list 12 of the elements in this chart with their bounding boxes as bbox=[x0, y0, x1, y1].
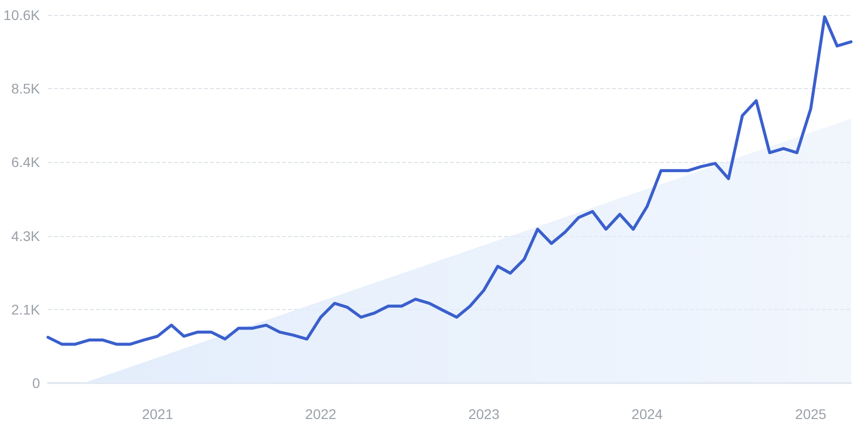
y-tick-label: 8.5K bbox=[11, 80, 41, 97]
y-tick-label: 0 bbox=[32, 375, 40, 391]
line-series bbox=[46, 15, 852, 346]
y-tick-label: 6.4K bbox=[11, 154, 41, 170]
x-tick-label: 2024 bbox=[632, 406, 663, 422]
x-tick-label: 2021 bbox=[142, 406, 174, 422]
y-tick-label: 10.6K bbox=[3, 7, 41, 23]
x-tick-label: 2023 bbox=[468, 406, 500, 422]
x-tick-label: 2022 bbox=[305, 406, 337, 422]
x-tick-label: 2025 bbox=[795, 406, 827, 422]
y-tick-label: 2.1K bbox=[11, 301, 41, 318]
y-tick-label: 4.3K bbox=[11, 228, 41, 244]
